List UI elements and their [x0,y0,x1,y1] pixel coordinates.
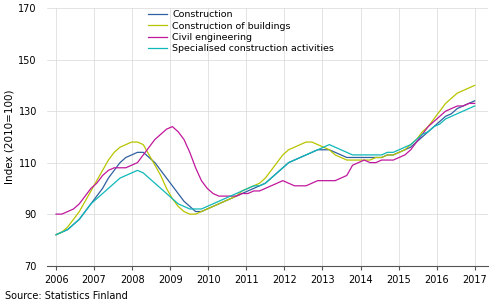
Civil engineering [402,153,408,157]
Specialised construction activities [431,125,437,128]
Construction [402,148,408,152]
Construction [262,181,268,185]
Specialised construction activities [146,176,152,180]
Construction [146,156,152,159]
Legend: Construction, Construction of buildings, Civil engineering, Specialised construc: Construction, Construction of buildings,… [148,10,334,54]
Construction of buildings [414,138,420,141]
Y-axis label: Index (2010=100): Index (2010=100) [4,90,14,184]
Construction of buildings [53,233,59,237]
Civil engineering [414,140,420,144]
Specialised construction activities [53,233,59,237]
Specialised construction activities [193,207,199,211]
Line: Construction: Construction [56,101,475,235]
Line: Specialised construction activities: Specialised construction activities [56,106,475,235]
Construction [472,99,478,103]
Specialised construction activities [262,181,268,185]
Civil engineering [431,119,437,123]
Text: Source: Statistics Finland: Source: Statistics Finland [5,291,128,301]
Civil engineering [466,102,472,105]
Line: Civil engineering: Civil engineering [56,103,475,214]
Specialised construction activities [402,145,408,149]
Construction of buildings [193,212,199,216]
Construction of buildings [262,176,268,180]
Construction of buildings [431,117,437,121]
Specialised construction activities [414,138,420,141]
Construction [193,210,199,213]
Civil engineering [262,187,268,190]
Civil engineering [146,145,152,149]
Specialised construction activities [472,104,478,108]
Construction of buildings [472,84,478,87]
Civil engineering [193,166,199,170]
Construction [431,125,437,128]
Civil engineering [472,102,478,105]
Construction of buildings [146,153,152,157]
Construction [53,233,59,237]
Line: Construction of buildings: Construction of buildings [56,85,475,235]
Construction of buildings [402,148,408,152]
Construction [414,140,420,144]
Civil engineering [53,212,59,216]
